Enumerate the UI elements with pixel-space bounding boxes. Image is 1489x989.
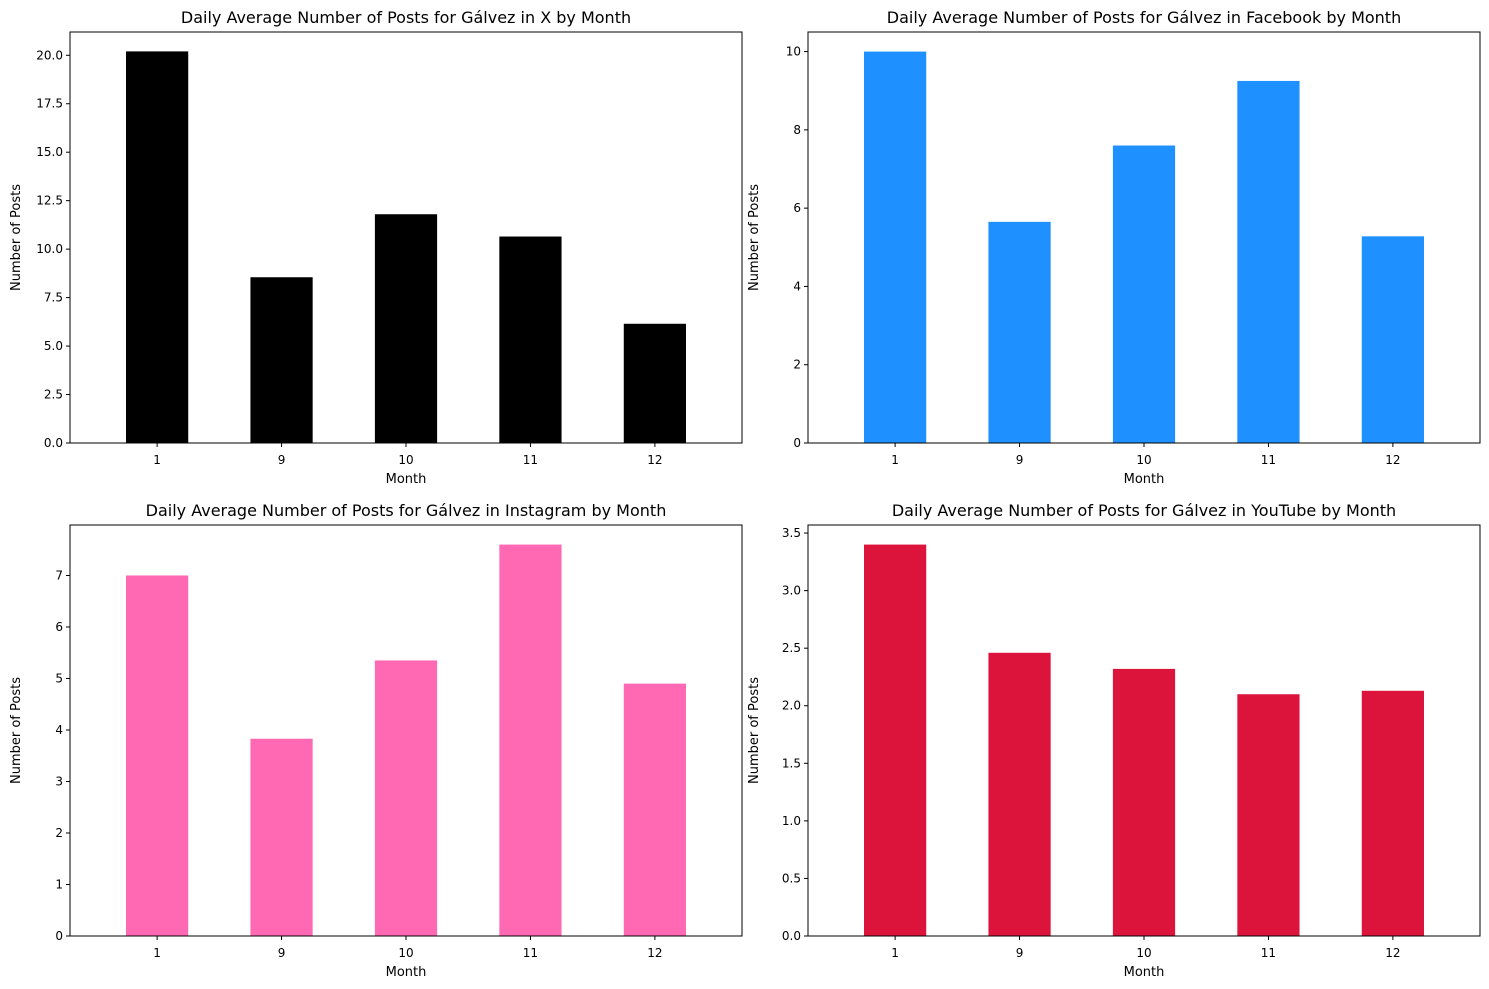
y-tick-label: 1.0	[782, 814, 801, 828]
bar-month-12	[623, 683, 686, 936]
bar-month-11	[499, 544, 562, 936]
x-tick-label: 1	[891, 946, 899, 960]
y-tick-label: 2.5	[782, 641, 801, 655]
y-axis-label: Number of Posts	[747, 184, 762, 291]
y-tick-label: 3.0	[782, 584, 801, 598]
subplot-1: 1 9 10 11 12 0.0 2.5 5.0 7.5 10.0 12.5 15.0 17.5 20.0…	[9, 8, 743, 487]
x-axis-label: Month	[1124, 472, 1165, 487]
y-tick-label: 6	[793, 201, 801, 215]
y-axis-label: Number of Posts	[747, 677, 762, 784]
x-tick-label: 9	[278, 946, 286, 960]
bar-month-9	[250, 277, 313, 443]
bar-month-9	[988, 221, 1051, 443]
y-tick-label: 4	[55, 723, 63, 737]
x-tick-label: 9	[1016, 453, 1024, 467]
y-tick-label: 0.0	[44, 436, 63, 450]
x-tick-label: 11	[523, 946, 538, 960]
x-tick-label: 12	[1385, 453, 1400, 467]
bar-month-1	[864, 544, 927, 936]
y-tick-label: 7.5	[44, 291, 63, 305]
y-tick-label: 17.5	[36, 97, 63, 111]
y-tick-label: 5	[55, 671, 63, 685]
bar-month-1	[126, 575, 189, 936]
y-tick-label: 0	[793, 436, 801, 450]
bar-month-12	[1361, 690, 1424, 936]
bar-month-9	[250, 738, 313, 936]
y-tick-label: 0.5	[782, 871, 801, 885]
x-tick-label: 10	[1136, 946, 1151, 960]
y-tick-label: 7	[55, 568, 63, 582]
x-tick-label: 9	[278, 453, 286, 467]
y-tick-label: 1.5	[782, 756, 801, 770]
y-tick-label: 4	[793, 279, 801, 293]
y-tick-label: 10.0	[36, 242, 63, 256]
y-tick-label: 3.5	[782, 526, 801, 540]
x-tick-label: 10	[1136, 453, 1151, 467]
y-tick-label: 0	[55, 929, 63, 943]
chart-title: Daily Average Number of Posts for Gálvez…	[892, 501, 1396, 520]
y-axis-label: Number of Posts	[9, 677, 24, 784]
y-tick-label: 15.0	[36, 145, 63, 159]
bar-month-10	[374, 214, 438, 443]
bar-month-12	[623, 323, 686, 443]
x-tick-label: 12	[647, 453, 662, 467]
bar-month-12	[1361, 236, 1424, 443]
x-tick-label: 12	[1385, 946, 1400, 960]
x-tick-label: 11	[523, 453, 538, 467]
bar-month-11	[1237, 80, 1300, 444]
bar-month-1	[864, 51, 927, 443]
x-axis-label: Month	[386, 965, 427, 980]
bar-month-9	[988, 652, 1051, 936]
y-tick-label: 2	[793, 358, 801, 372]
bar-month-10	[1112, 145, 1176, 443]
chart-title: Daily Average Number of Posts for Gálvez…	[146, 501, 667, 520]
x-tick-label: 1	[891, 453, 899, 467]
y-tick-label: 3	[55, 774, 63, 788]
bar-month-10	[374, 660, 438, 936]
y-tick-label: 1	[55, 877, 63, 891]
y-tick-label: 2	[55, 826, 63, 840]
x-tick-label: 12	[647, 946, 662, 960]
y-tick-label: 12.5	[36, 194, 63, 208]
x-tick-label: 11	[1261, 453, 1276, 467]
y-tick-label: 0.0	[782, 929, 801, 943]
x-tick-label: 10	[398, 946, 413, 960]
chart-title: Daily Average Number of Posts for Gálvez…	[181, 8, 631, 27]
chart-title: Daily Average Number of Posts for Gálvez…	[887, 8, 1401, 27]
y-axis-label: Number of Posts	[9, 184, 24, 291]
y-tick-label: 6	[55, 620, 63, 634]
y-tick-label: 20.0	[36, 48, 63, 62]
subplot-4: 1 9 10 11 12 0.0 0.5 1.0 1.5 2.0 2.5 3.0 3.5 Daily Av…	[747, 501, 1481, 980]
x-axis-label: Month	[386, 472, 427, 487]
subplot-2: 1 9 10 11 12 0 2 4 6 8 10 Daily Average Number of P…	[747, 8, 1481, 487]
x-tick-label: 9	[1016, 946, 1024, 960]
bar-month-1	[126, 51, 189, 443]
x-tick-label: 10	[398, 453, 413, 467]
bar-month-10	[1112, 668, 1176, 936]
x-axis-label: Month	[1124, 965, 1165, 980]
x-tick-label: 11	[1261, 946, 1276, 960]
x-tick-label: 1	[153, 453, 161, 467]
y-tick-label: 8	[793, 123, 801, 137]
y-tick-label: 2.0	[782, 699, 801, 713]
y-tick-label: 10	[786, 45, 801, 59]
bar-month-11	[1237, 694, 1300, 936]
x-tick-label: 1	[153, 946, 161, 960]
y-tick-label: 5.0	[44, 339, 63, 353]
y-tick-label: 2.5	[44, 388, 63, 402]
bar-month-11	[499, 236, 562, 443]
